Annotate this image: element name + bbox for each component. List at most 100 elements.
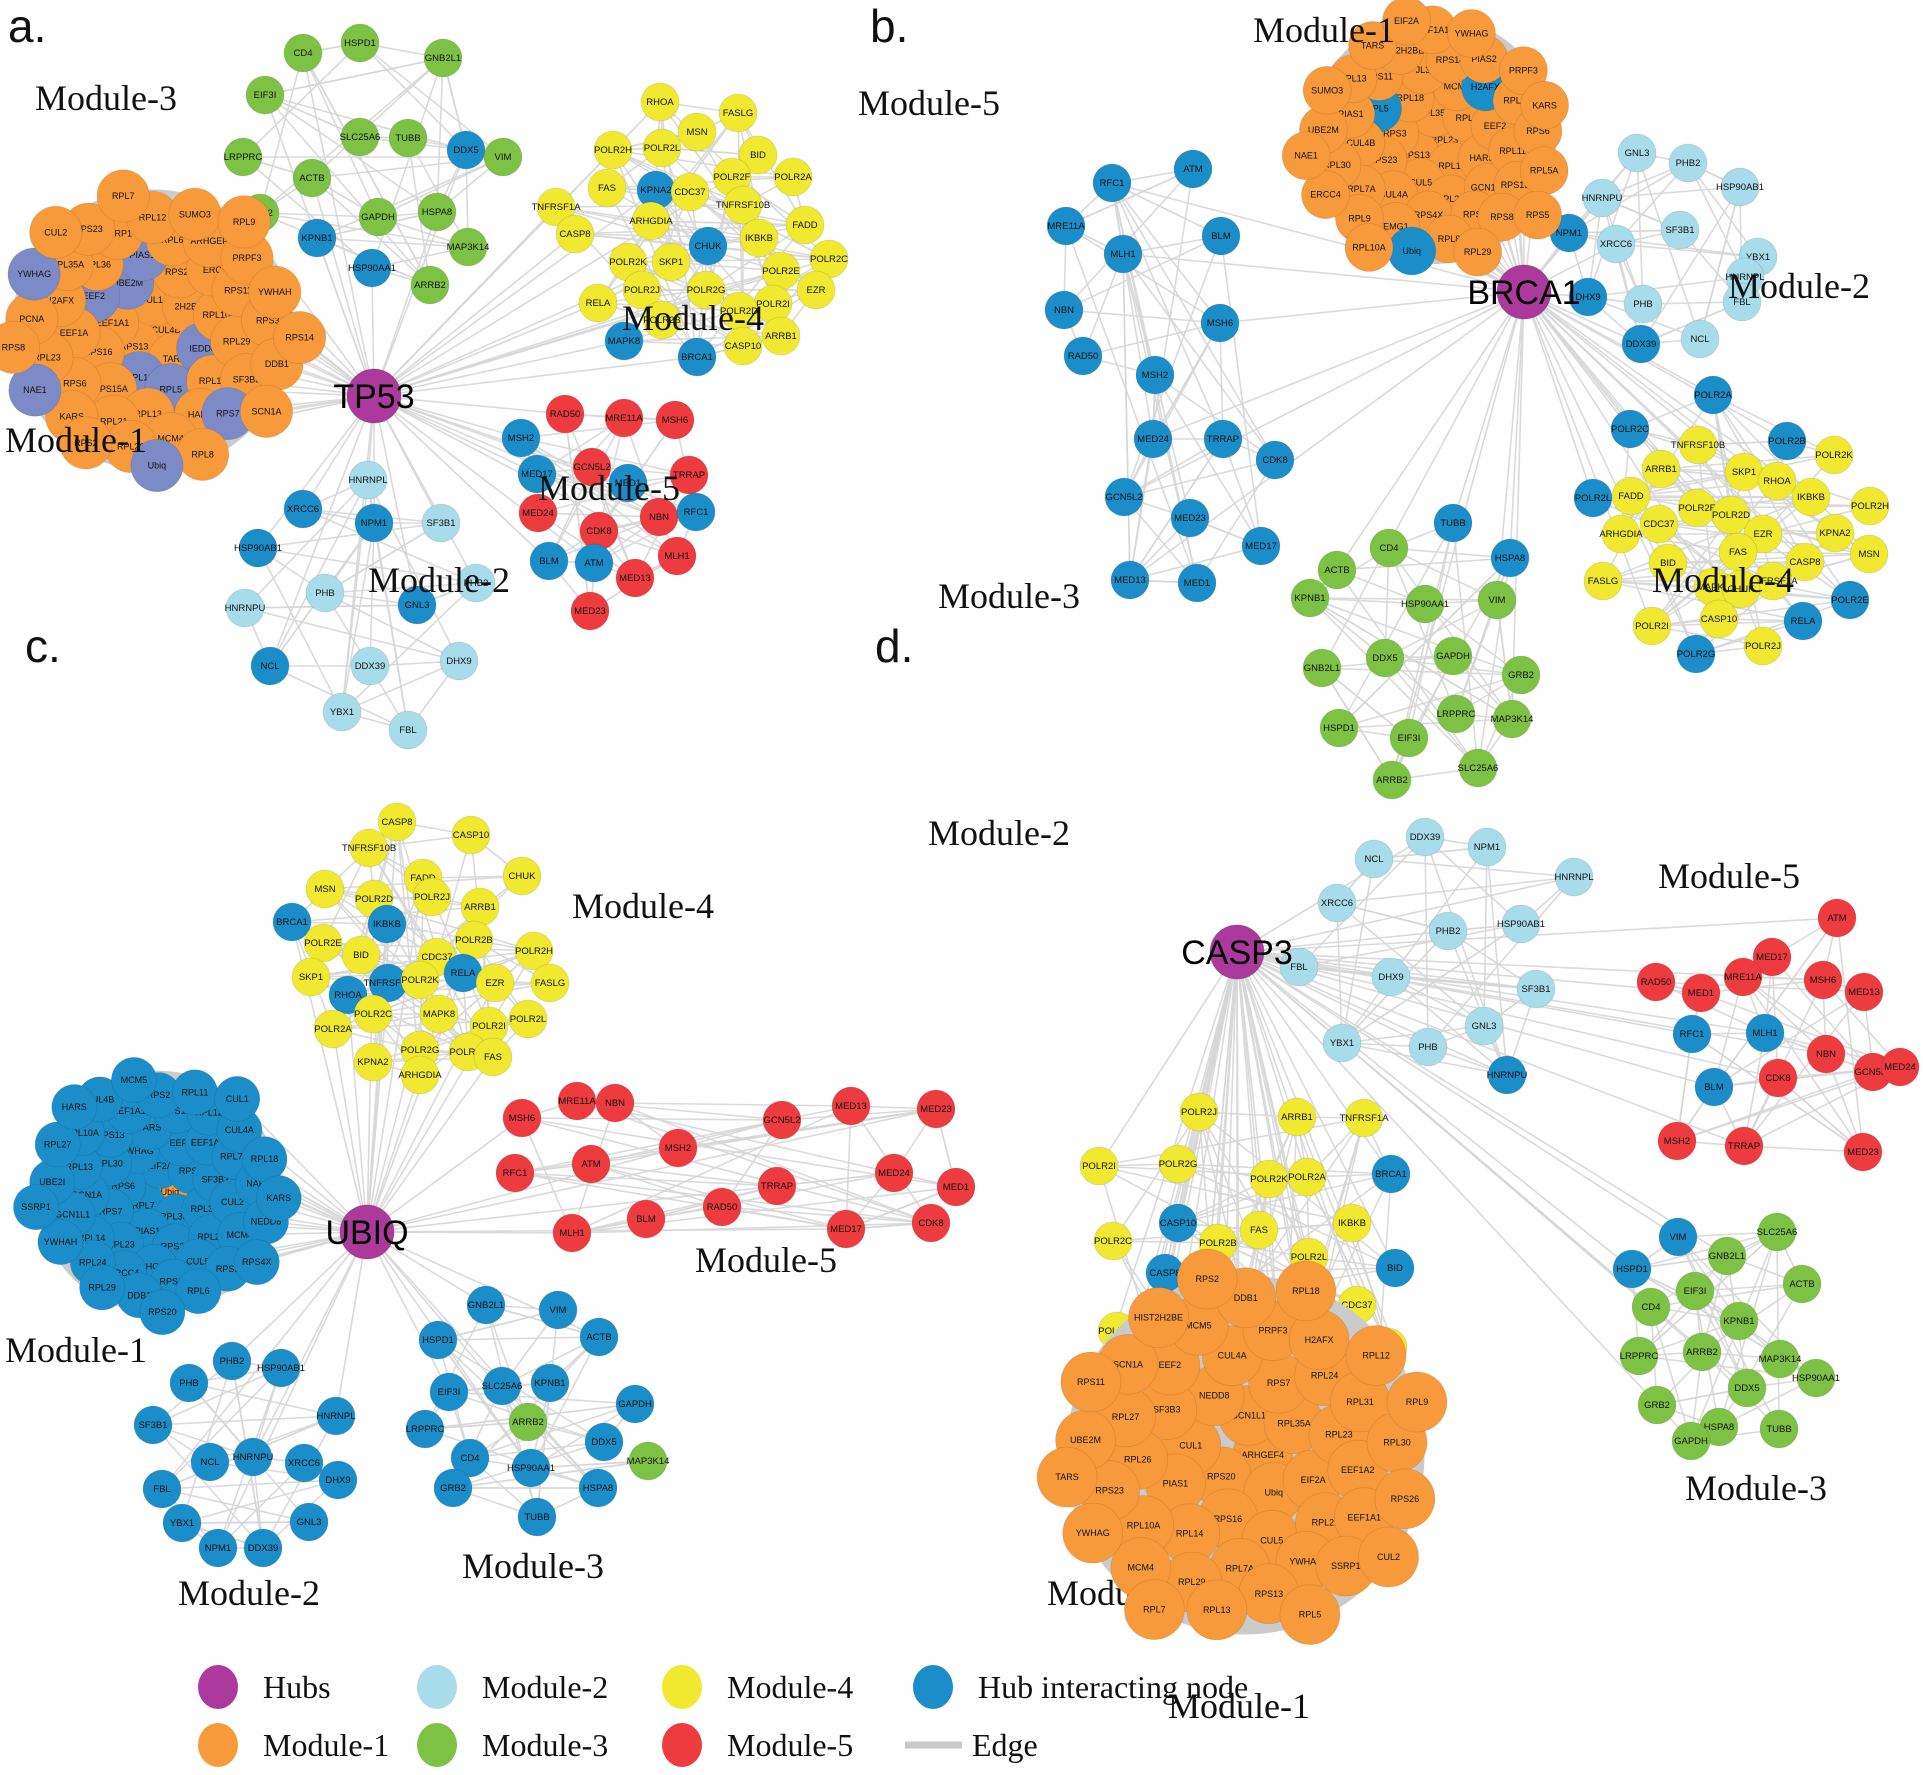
gene-node [1203,419,1243,459]
gene-node [1682,1332,1722,1372]
legend-label: Module-5 [727,1727,853,1763]
gene-node [1369,528,1409,568]
panel-b: RFC1ATMMRE11AMLH1BLMNBNMSH6RAD50MSH2MED2… [858,0,1890,800]
gene-node [289,1502,329,1542]
legend-label: Module-2 [482,1669,608,1705]
gene-node [1678,425,1718,465]
gene-node [272,902,312,942]
gene-node [318,1460,358,1500]
gene-node [1467,827,1507,867]
gene-node [466,1285,506,1325]
gene-node [1492,699,1532,739]
gene-node [557,1081,597,1121]
gene-node [1583,561,1623,601]
gene-node [655,400,695,440]
module-label: Module-1 [1168,1686,1310,1726]
gene-node [578,1468,618,1508]
gene-node [615,558,655,598]
gene-node [677,337,717,377]
gene-node [439,641,479,681]
legend-swatch-module-1 [198,1723,238,1767]
gene-node [405,1409,445,1449]
gene-node [796,270,836,310]
gene-node [1814,435,1854,475]
gene-node [501,418,541,458]
gene-node [1745,1013,1785,1053]
gene-node [702,1187,742,1227]
gene-node [241,1136,288,1183]
gene-node [1501,655,1541,695]
panel-d: DDX39NPM1NCLHNRNPLXRCC6PHB2HSP90AB1FBLDH… [875,620,1920,1726]
gene-node [686,270,726,310]
gene-node [1806,1034,1846,1074]
gene-node [1757,461,1797,501]
legend-edge-label: Edge [972,1727,1038,1763]
gene-node [1464,1006,1504,1046]
gene-node [642,300,682,340]
cluster-module-1: RPL23RPS13RPL35ARPL12RPS3RPL6CUL5RPL18HA… [1281,0,1569,277]
gene-node [1582,178,1622,218]
module-label: Module-1 [5,1330,147,1370]
gene-node [1255,440,1295,480]
gene-node [1408,1027,1448,1067]
gene-node [1513,190,1563,240]
gene-node [1477,580,1517,620]
gene-node [456,563,496,603]
legend-swatch-hubs [198,1665,238,1709]
gene-node [96,169,150,223]
gene-node [1387,226,1437,276]
gene-node [482,1366,522,1406]
panel-letter: d. [875,620,913,672]
gene-node [1641,449,1681,489]
gene-node [911,1203,951,1243]
gene-node [1281,131,1331,181]
gene-node [640,82,680,122]
gene-node [348,460,388,500]
gene-node [1724,1126,1764,1166]
gene-node [388,710,428,750]
gene-node [292,158,332,198]
gene-node [571,1144,611,1184]
gene-node [723,326,763,366]
gene-node [1672,1014,1712,1054]
gene-node [341,935,381,975]
legend-label: Module-3 [482,1727,608,1763]
gene-node [358,197,398,237]
gene-node [723,185,763,225]
gene-node [1843,1132,1883,1172]
gene-node [1158,1144,1198,1184]
gene-node [1275,1260,1337,1322]
panel-letter: a. [8,0,46,52]
gene-node [604,321,644,361]
gene-node [255,1175,302,1222]
hub-label: TP53 [333,378,414,416]
gene-node [1302,648,1342,688]
gene-node [418,1320,458,1360]
gene-node [1596,224,1636,264]
gene-node [1405,817,1445,857]
gene-node [1371,957,1411,997]
gene-node [1249,1159,1289,1199]
gene-node [1354,839,1394,879]
gene-node [400,960,440,1000]
gene-node [1796,1358,1836,1398]
gene-node [350,646,390,686]
gene-node [51,1084,98,1131]
gene-node [1317,550,1357,590]
gene-node [1554,857,1594,897]
gene-node [110,1056,157,1103]
gene-node [59,416,113,470]
gene-node [142,1469,182,1509]
gene-node [1063,336,1103,376]
gene-node [676,492,716,532]
gene-node [1719,1301,1759,1341]
cluster-module-3: VIMHSPD1SLC25A6GNB2L1EIF3IACTBCD4KPNB1LR… [1612,1212,1840,1461]
gene-node [1880,1047,1920,1087]
gene-node [1568,277,1608,317]
gene-node [1389,718,1429,758]
gene-node [1724,452,1764,492]
gene-node [1348,21,1397,70]
gene-node [1722,282,1762,322]
gene-node [353,994,393,1034]
